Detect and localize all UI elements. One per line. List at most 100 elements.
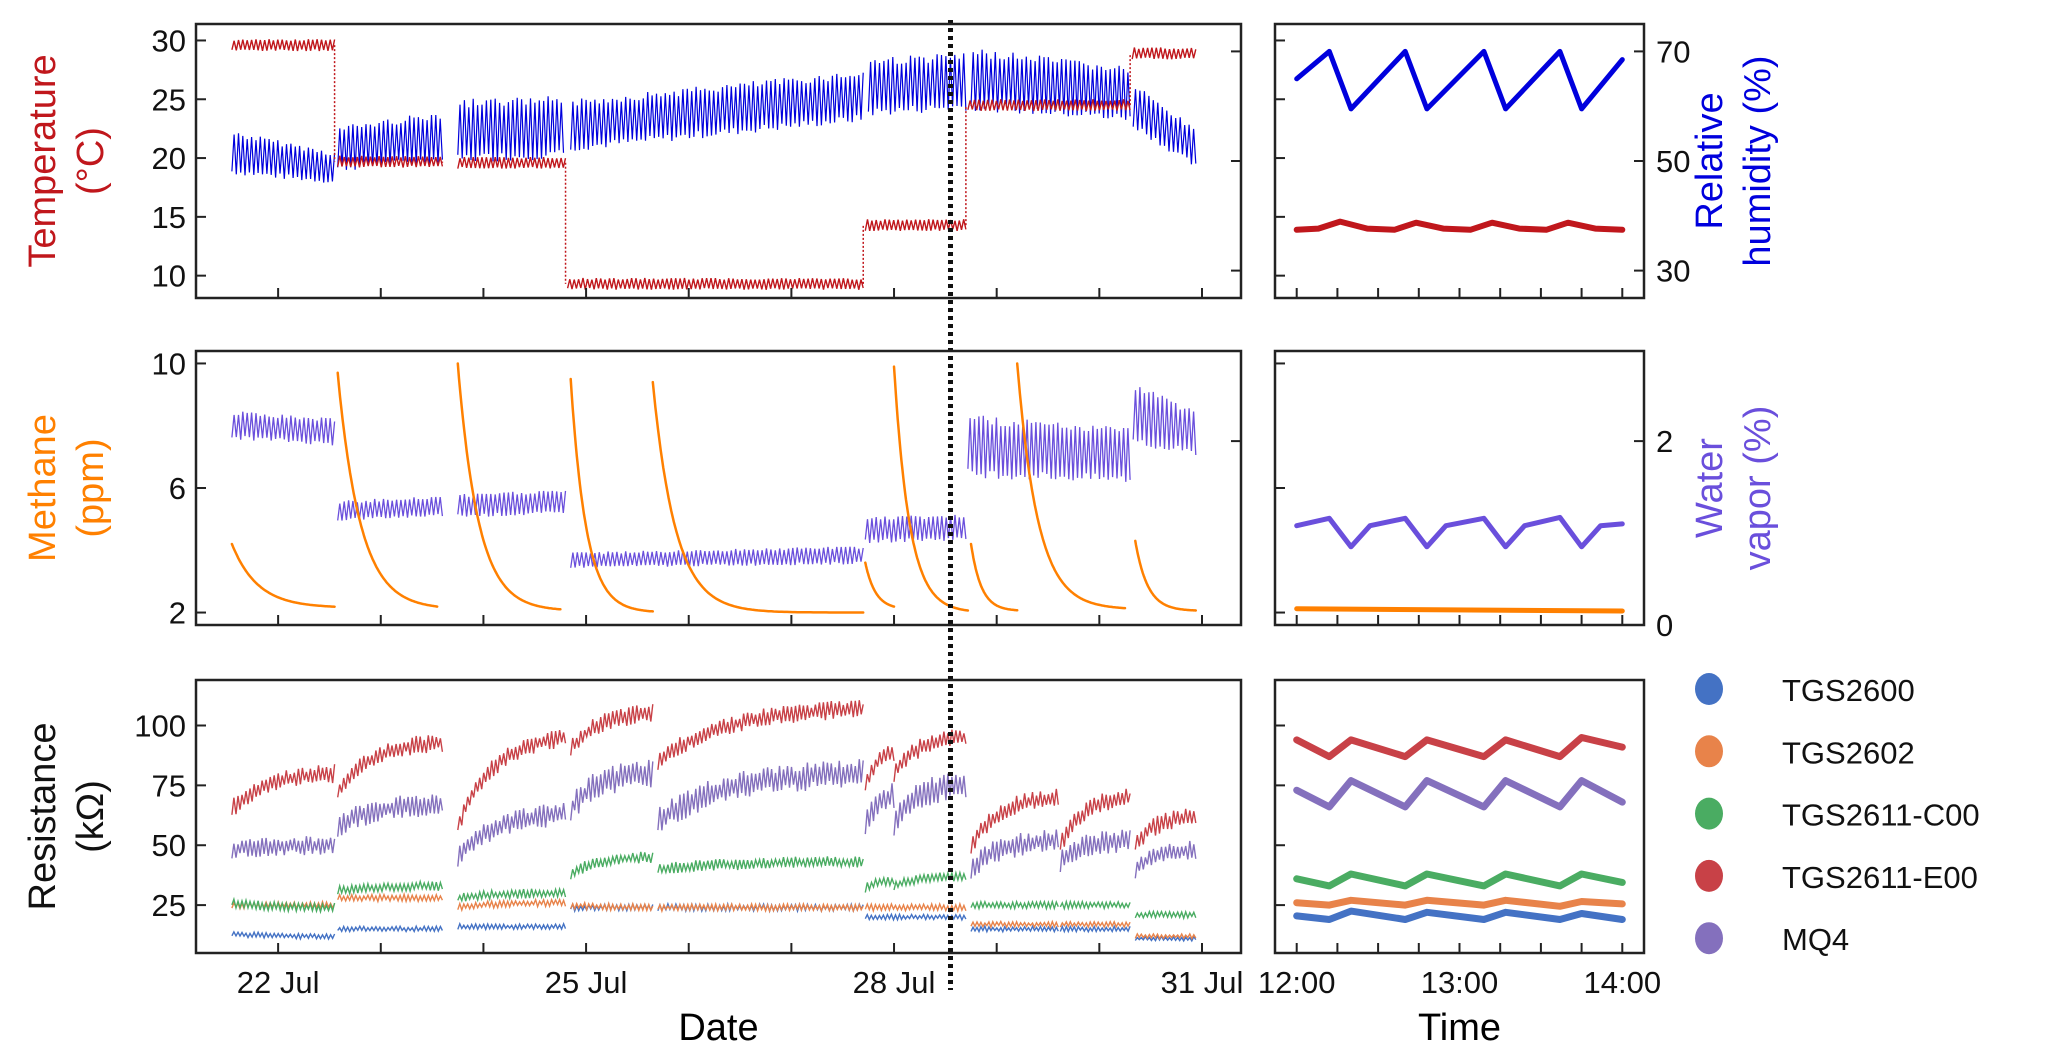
resistance-tgs2600-segment (970, 924, 1059, 934)
resistance-mq4-segment (231, 836, 336, 859)
methane-decay-7 (969, 542, 1019, 612)
temperature-band-0 (231, 39, 336, 52)
resistance-tgs2611-e00-segment (1059, 788, 1131, 850)
methane-decay-2 (456, 362, 562, 611)
resistance-tgs2611-c00-segment (970, 899, 1059, 912)
y-tick-label: 2 (169, 596, 186, 631)
vapor-band-5 (967, 415, 1131, 482)
y-axis-label-left: Methane (22, 414, 64, 562)
legend-marker (1695, 797, 1723, 830)
resistance-tgs2602-segment (657, 901, 864, 914)
resistance-mq4-segment (337, 794, 444, 837)
date-tick-label: 22 Jul (237, 965, 320, 1000)
vapor-band-1 (337, 496, 444, 521)
legend-label: MQ4 (1782, 922, 1849, 957)
resistance-mq4-segment (864, 783, 895, 835)
temperature-right-line (1293, 218, 1626, 233)
humidity-band-4 (867, 53, 967, 116)
vapor-right-line (1294, 514, 1625, 550)
resistance-tgs2600-segment (337, 924, 444, 934)
resistance-right-mq4 (1293, 777, 1626, 811)
panel-frame-right-1 (1273, 349, 1646, 627)
humidity-band-6 (1132, 89, 1197, 165)
resistance-tgs2611-c00-segment (657, 855, 864, 875)
y-tick-label: 20 (152, 141, 186, 176)
resistance-mq4-segment (893, 773, 967, 836)
methane-decay-4 (651, 380, 865, 614)
time-tick-label: 13:00 (1421, 965, 1499, 1000)
resistance-mq4-segment (1059, 829, 1131, 873)
panel-frame-right-0 (1273, 22, 1646, 300)
resistance-right-tgs2611-e00 (1293, 734, 1626, 761)
vapor-band-4 (864, 514, 967, 543)
resistance-mq4-segment (570, 759, 654, 821)
methane-decay-6 (892, 365, 970, 612)
legend-marker (1695, 735, 1723, 768)
temperature-band-5 (967, 99, 1131, 112)
resistance-tgs2611-e00-segment (1134, 808, 1197, 850)
y-right-tick-label: 30 (1656, 254, 1690, 289)
resistance-tgs2600-segment (231, 930, 336, 941)
legend-label: TGS2600 (1782, 673, 1915, 708)
axes-layer: 22 Jul 25 Jul 28 Jul 31 Jul 12:00 13:00 14:00 D… (22, 22, 1779, 1049)
y-tick-label: 10 (152, 346, 186, 381)
vapor-band-0 (231, 411, 336, 446)
legend-marker (1695, 922, 1723, 955)
legend-marker (1695, 859, 1723, 892)
resistance-tgs2602-segment (970, 919, 1059, 930)
vapor-band-6 (1132, 387, 1197, 456)
humidity-band-3 (570, 72, 864, 151)
legend: TGS2600 TGS2602 TGS2611-C00 TGS2611-E00 MQ4 (1695, 673, 1980, 957)
resistance-tgs2602-segment (337, 891, 444, 904)
resistance-mq4-segment (657, 759, 864, 831)
y-right-tick-label: 70 (1656, 34, 1690, 69)
y-tick-label: 25 (152, 82, 186, 117)
legend-label: TGS2611-E00 (1782, 860, 1978, 895)
humidity-band-2 (457, 96, 565, 162)
resistance-tgs2611-c00-segment (457, 886, 567, 903)
x-axis-label-date: Date (678, 1007, 758, 1049)
y-tick-label: 15 (152, 200, 186, 235)
legend-label: TGS2602 (1782, 735, 1915, 770)
y-axis-label-right: Relative (1689, 92, 1731, 229)
resistance-tgs2602-segment (570, 900, 654, 913)
humidity-band-0 (231, 133, 336, 183)
methane-decay-8 (1015, 362, 1127, 610)
temperature-band-4 (864, 219, 967, 232)
resistance-tgs2611-e00-segment (570, 704, 654, 756)
date-tick-label: 28 Jul (853, 965, 936, 1000)
time-tick-label: 12:00 (1258, 965, 1336, 1000)
legend-marker (1695, 673, 1723, 705)
resistance-right-tgs2611-c00 (1293, 870, 1626, 890)
resistance-tgs2611-e00-segment (457, 729, 567, 831)
y-right-tick-label: 2 (1656, 424, 1673, 459)
y-axis-label-left: (°C) (70, 127, 112, 195)
humidity-band-5 (970, 49, 1131, 120)
y-axis-label-right: vapor (%) (1737, 406, 1779, 571)
resistance-tgs2600-segment (1134, 934, 1197, 943)
resistance-tgs2602-segment (1059, 919, 1131, 929)
y-right-tick-label: 0 (1656, 608, 1673, 643)
resistance-tgs2602-segment (457, 897, 567, 913)
resistance-tgs2611-e00-segment (970, 788, 1059, 854)
resistance-tgs2611-e00-segment (864, 746, 895, 791)
y-tick-label: 6 (169, 471, 186, 506)
y-tick-label: 30 (152, 23, 186, 58)
resistance-tgs2611-c00-segment (864, 875, 895, 893)
resistance-tgs2611-c00-segment (231, 896, 336, 915)
resistance-tgs2611-e00-segment (657, 700, 864, 770)
resistance-tgs2611-c00-segment (1134, 909, 1197, 921)
methane-decay-1 (336, 371, 439, 608)
resistance-mq4-segment (970, 829, 1059, 879)
methane-decay-3 (569, 377, 655, 613)
y-axis-label-left: Resistance (22, 723, 64, 911)
methane-decay-9 (1134, 539, 1198, 612)
y-axis-label-left: (kΩ) (70, 780, 112, 853)
methane-decay-5 (864, 561, 896, 608)
date-tick-label: 31 Jul (1161, 965, 1244, 1000)
y-axis-label-right: humidity (%) (1737, 55, 1779, 266)
temperature-band-6 (1131, 47, 1197, 60)
resistance-right-tgs2602 (1293, 896, 1626, 910)
x-axis-label-time: Time (1418, 1007, 1501, 1049)
